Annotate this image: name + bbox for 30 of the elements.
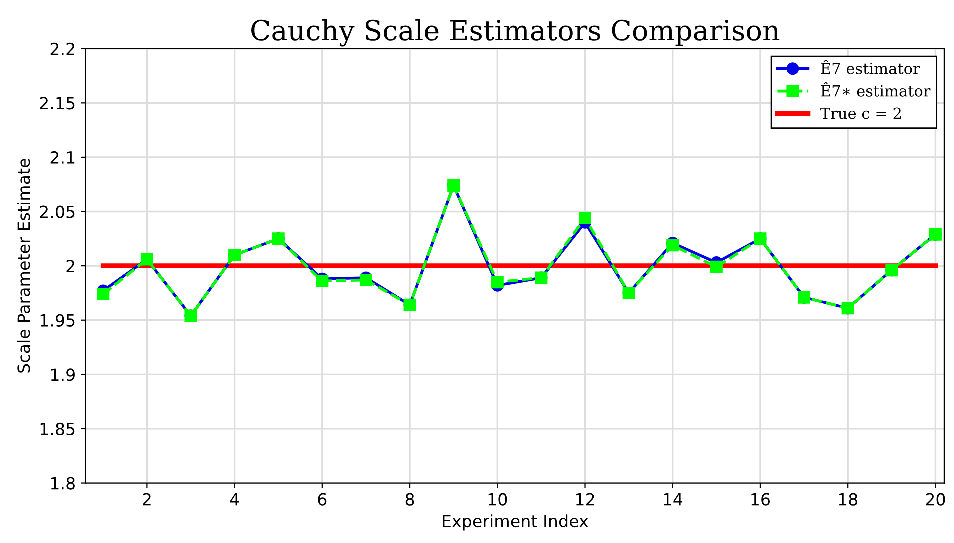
y-axis-title: Scale Parameter Estimate <box>17 159 30 373</box>
y-tick-label: 1.8 <box>51 477 75 490</box>
x-tick-label: 12 <box>576 493 594 506</box>
y-tick-label: 2 <box>66 260 74 272</box>
x-tick-label: 10 <box>488 493 508 506</box>
y-tick-label: 2.15 <box>40 97 75 110</box>
chart-title: Cauchy Scale Estimators Comparison <box>252 19 780 47</box>
x-tick-label: 6 <box>318 493 327 506</box>
y-tick-label: 2.05 <box>40 206 75 218</box>
x-tick-label: 2 <box>143 493 151 506</box>
y-tick-label: 2.2 <box>50 42 74 56</box>
x-axis-title: Experiment Index <box>443 514 588 531</box>
legend-label: Ê7∗ estimator <box>821 82 931 97</box>
x-tick-label: 18 <box>839 493 858 506</box>
legend-label: Ê7 estimator <box>821 60 920 74</box>
point <box>316 275 329 288</box>
y-tick-label: 1.9 <box>51 368 75 382</box>
y-tick-label: 1.85 <box>40 422 75 436</box>
point <box>579 212 592 225</box>
point <box>97 288 110 301</box>
x-tick-label: 8 <box>406 493 414 506</box>
x-tick-label: 16 <box>752 493 770 506</box>
x-tick-label: 14 <box>664 494 683 506</box>
y-tick-label: 2.1 <box>50 151 75 164</box>
y-tick-label: 1.95 <box>40 314 75 327</box>
point <box>710 260 723 274</box>
point <box>491 276 504 289</box>
x-tick-label: 20 <box>926 493 946 506</box>
x-tick-label: 4 <box>230 494 240 506</box>
legend-label: True c = 2 <box>820 108 901 120</box>
